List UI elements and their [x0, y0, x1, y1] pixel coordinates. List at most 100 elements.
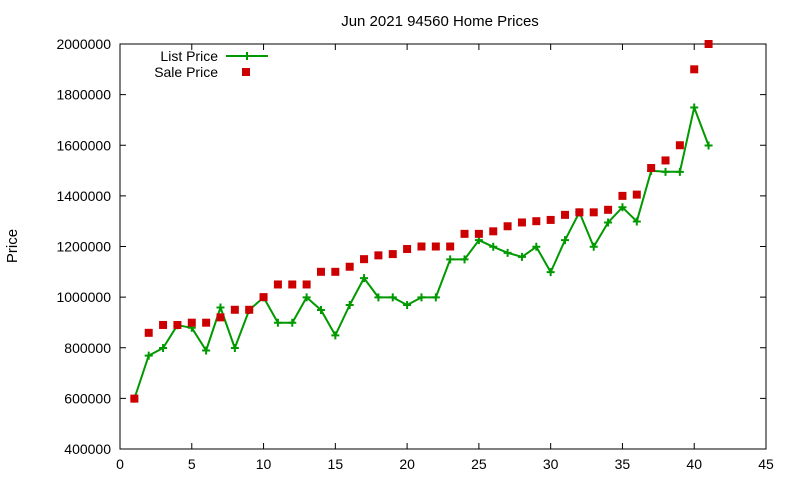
sale-price-point: [130, 394, 139, 403]
list-price-point: [144, 351, 153, 360]
y-tick-label: 1600000: [56, 137, 111, 153]
sale-price-point: [288, 280, 297, 289]
sale-price-point: [604, 205, 613, 214]
list-price-point: [460, 255, 469, 264]
list-price-point: [618, 203, 627, 212]
list-price-point: [273, 318, 282, 327]
list-price-point: [417, 293, 426, 302]
y-tick-label: 2000000: [56, 36, 111, 52]
sale-price-point: [202, 318, 211, 327]
list-price-point: [690, 103, 699, 112]
x-tick-label: 20: [399, 456, 415, 472]
x-tick-label: 15: [328, 456, 344, 472]
list-price-point: [489, 242, 498, 251]
list-price-point: [216, 303, 225, 312]
sale-price-point: [704, 40, 713, 48]
list-price-point: [331, 331, 340, 340]
plot-frame: [119, 43, 767, 450]
x-tick-label: 0: [116, 456, 124, 472]
sale-price-point: [675, 141, 684, 150]
sale-price-point: [273, 280, 282, 289]
x-tick-label: 25: [471, 456, 487, 472]
legend-marker-list-price: [243, 52, 251, 60]
sale-price-point: [159, 320, 168, 329]
list-price-point: [302, 293, 311, 302]
sale-price-point: [403, 245, 412, 254]
sale-price-point: [173, 320, 182, 329]
x-tick-label: 30: [543, 456, 559, 472]
y-tick-label: 800000: [64, 340, 111, 356]
sale-price-point: [546, 215, 555, 224]
sale-price-point: [489, 227, 498, 236]
list-price-point: [517, 252, 526, 261]
list-price-point: [403, 300, 412, 309]
series-line-list-price: [133, 106, 710, 399]
x-tick-label: 40: [686, 456, 702, 472]
list-price-point: [704, 141, 713, 150]
sale-price-point: [302, 280, 311, 289]
list-price-point: [546, 268, 555, 277]
y-tick-label: 1000000: [56, 289, 111, 305]
y-tick-label: 1200000: [56, 239, 111, 255]
sale-price-point: [446, 242, 455, 251]
sale-price-point: [331, 267, 340, 276]
list-price-point: [431, 293, 440, 302]
list-price-point: [316, 306, 325, 315]
list-price-point: [604, 218, 613, 227]
sale-price-point: [503, 222, 512, 231]
sale-price-point: [187, 318, 196, 327]
sale-price-point: [632, 190, 641, 199]
list-price-point: [532, 242, 541, 251]
sale-price-point: [589, 208, 598, 217]
x-tick-label: 10: [256, 456, 272, 472]
y-axis-label: Price: [4, 229, 21, 263]
x-tick-label: 45: [758, 456, 774, 472]
sale-price-point: [259, 293, 268, 302]
legend-swatch-sale-price: [242, 68, 250, 76]
list-price-point: [661, 167, 670, 176]
sale-price-point: [561, 210, 570, 219]
y-tick-label: 400000: [64, 441, 111, 457]
y-tick-label: 600000: [64, 390, 111, 406]
sale-price-point: [647, 164, 656, 173]
list-price-point: [360, 274, 369, 283]
sale-price-point: [144, 328, 153, 337]
sale-price-point: [245, 305, 254, 314]
chart-title: Jun 2021 94560 Home Prices: [341, 13, 539, 30]
y-tick-label: 1400000: [56, 188, 111, 204]
sale-price-point: [388, 250, 397, 259]
sale-price-point: [417, 242, 426, 251]
list-price-point: [345, 300, 354, 309]
list-price-point: [561, 236, 570, 245]
sale-price-point: [517, 218, 526, 227]
list-price-point: [503, 248, 512, 257]
list-price-point: [288, 318, 297, 327]
sale-price-point: [374, 251, 383, 260]
sale-price-point: [316, 267, 325, 276]
x-tick-label: 5: [188, 456, 196, 472]
list-price-point: [675, 167, 684, 176]
sale-price-point: [460, 229, 469, 238]
list-price-point: [159, 344, 168, 353]
sale-price-point: [216, 313, 225, 322]
sale-price-point: [575, 208, 584, 217]
legend-label: Sale Price: [154, 64, 218, 80]
sale-price-point: [690, 65, 699, 74]
list-price-point: [632, 217, 641, 226]
legend-label: List Price: [160, 48, 218, 64]
x-tick-label: 35: [615, 456, 631, 472]
sale-price-point: [345, 262, 354, 271]
list-price-point: [202, 346, 211, 355]
list-price-point: [230, 344, 239, 353]
list-price-point: [374, 293, 383, 302]
list-price-point: [388, 293, 397, 302]
y-tick-label: 1800000: [56, 87, 111, 103]
list-price-point: [446, 255, 455, 264]
sale-price-point: [431, 242, 440, 251]
sale-price-point: [474, 229, 483, 238]
sale-price-point: [661, 156, 670, 165]
sale-price-point: [618, 191, 627, 200]
list-price-point: [589, 242, 598, 251]
